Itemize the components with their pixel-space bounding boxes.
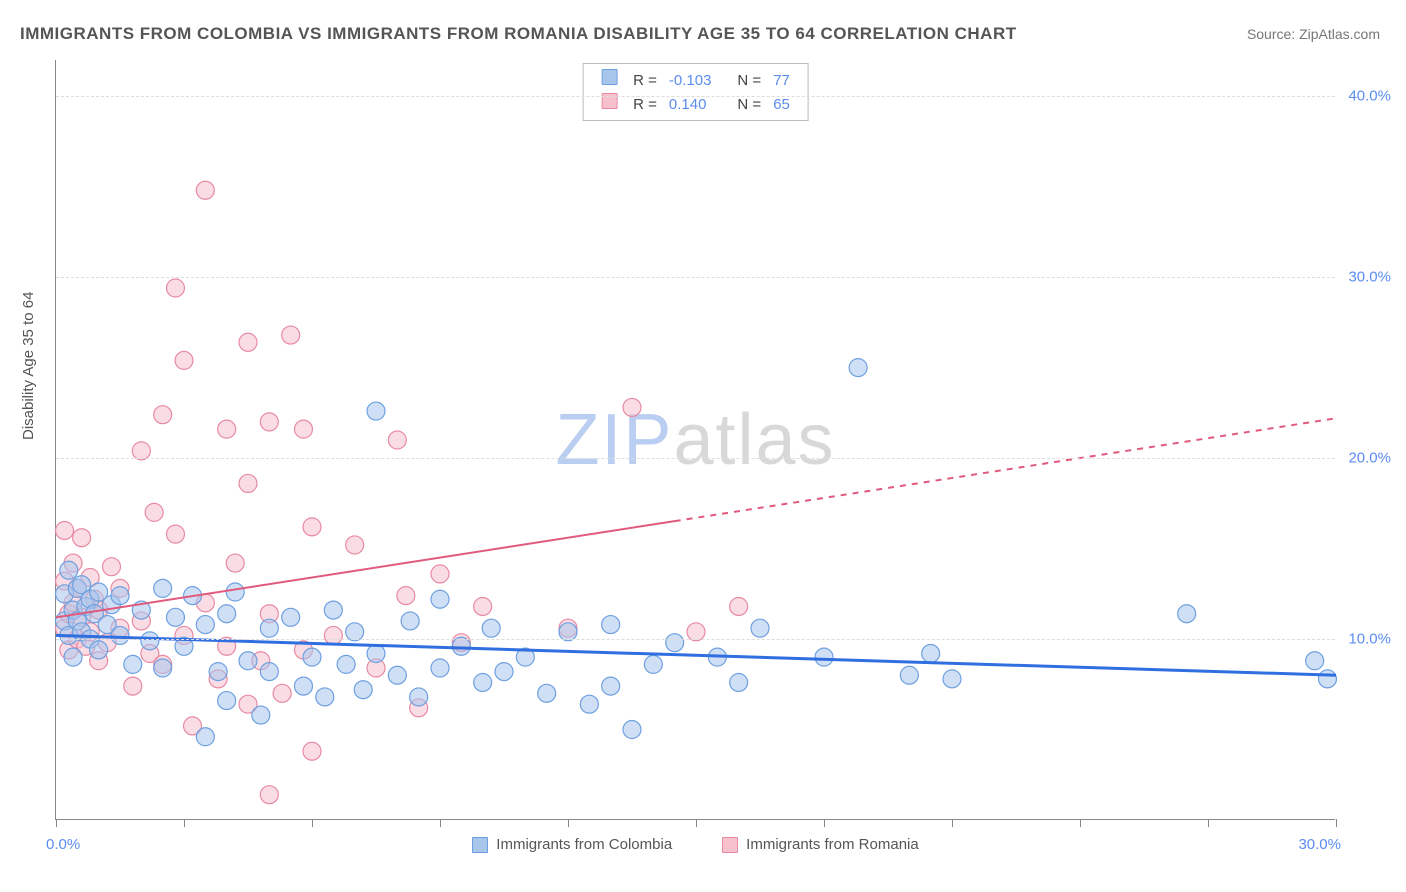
chart-title: IMMIGRANTS FROM COLOMBIA VS IMMIGRANTS F… — [20, 24, 1017, 44]
source-label: Source: — [1247, 26, 1299, 42]
r-label: R = — [627, 68, 663, 92]
legend-label-series2: Immigrants from Romania — [746, 836, 919, 853]
stats-row-series1: R = -0.103 N = 77 — [595, 68, 796, 92]
legend-item-series1: Immigrants from Colombia — [472, 836, 672, 853]
source-name: ZipAtlas.com — [1299, 26, 1380, 42]
y-tick-label: 10.0% — [1348, 631, 1391, 648]
chart-svg — [56, 60, 1335, 819]
legend-bottom: Immigrants from Colombia Immigrants from… — [56, 836, 1335, 853]
y-tick-label: 40.0% — [1348, 88, 1391, 105]
y-tick-label: 30.0% — [1348, 269, 1391, 286]
y-axis-title: Disability Age 35 to 64 — [20, 292, 37, 440]
legend-label-series1: Immigrants from Colombia — [496, 836, 672, 853]
n-value-series1: 77 — [767, 68, 796, 92]
legend-item-series2: Immigrants from Romania — [722, 836, 919, 853]
r-value-series1: -0.103 — [663, 68, 718, 92]
stats-legend-box: R = -0.103 N = 77 R = 0.140 N = 65 — [582, 63, 809, 121]
y-tick-label: 20.0% — [1348, 450, 1391, 467]
swatch-series2-icon — [722, 837, 738, 853]
chart-container: IMMIGRANTS FROM COLOMBIA VS IMMIGRANTS F… — [0, 0, 1406, 892]
plot-area: ZIPatlas R = -0.103 N = 77 R = 0.140 — [55, 60, 1335, 820]
source-attribution: Source: ZipAtlas.com — [1247, 26, 1380, 42]
swatch-series1-icon — [472, 837, 488, 853]
swatch-series1 — [601, 69, 617, 85]
n-label: N = — [731, 68, 767, 92]
